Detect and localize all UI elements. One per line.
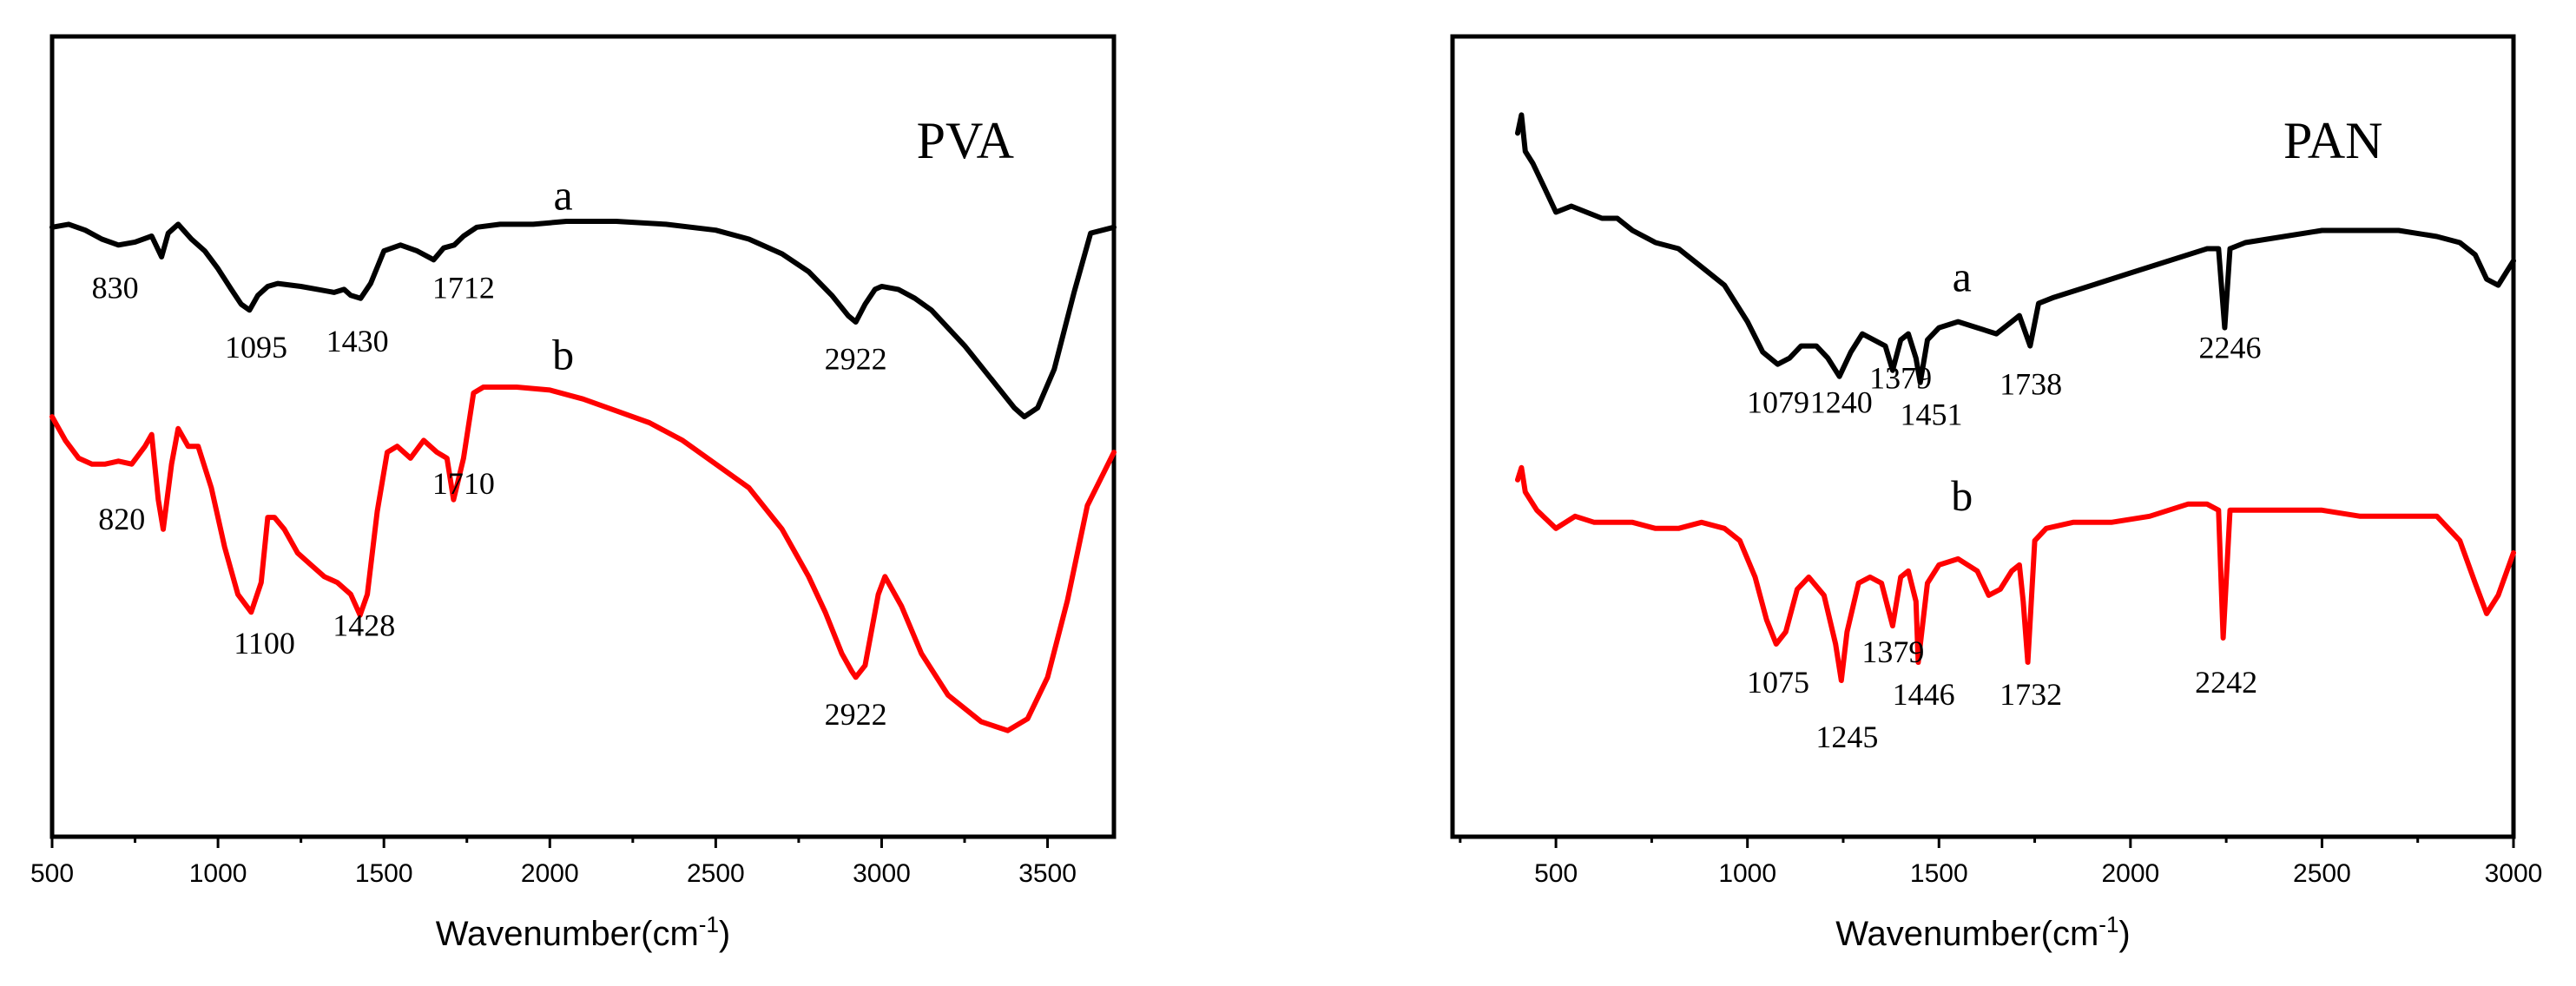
- series-b-line: [49, 385, 1117, 733]
- peak-label: 1240: [1810, 385, 1873, 420]
- x-tick-label: 1000: [189, 859, 247, 888]
- series-a-line: [1515, 112, 2516, 385]
- series-label: b: [1951, 471, 1973, 520]
- plot-frame: [1450, 34, 2516, 839]
- x-tick-label: 3000: [853, 859, 911, 888]
- series-label: b: [552, 331, 574, 379]
- x-tick-label: 500: [1534, 859, 1578, 888]
- peak-label: 1732: [2000, 677, 2062, 712]
- x-tick-label: 2500: [2293, 859, 2351, 888]
- peak-label: 1712: [432, 271, 495, 306]
- peak-label: 2246: [2199, 331, 2262, 365]
- x-axis-label: Wavenumber(cm-1): [436, 911, 730, 953]
- x-tick-label: 3000: [2485, 859, 2543, 888]
- peak-label: 1379: [1869, 361, 1932, 396]
- chart-1: 500 1000 1500 2000 2500 3000 3500 Wavenumber(cm…: [30, 34, 1117, 953]
- peak-label: 1075: [1747, 665, 1809, 700]
- peak-label: 1100: [234, 626, 295, 661]
- series-label: a: [1953, 253, 1972, 301]
- chart-2: 500 1000 1500 2000 2500 3000 Wavenumber(cm-1) P…: [1450, 34, 2543, 953]
- x-axis-label: Wavenumber(cm-1): [1835, 911, 2130, 953]
- series-label: a: [553, 170, 572, 219]
- x-tick-label: 1500: [1910, 859, 1968, 888]
- peak-label: 1738: [2000, 367, 2062, 402]
- x-tick-label: 3500: [1018, 859, 1077, 888]
- x-tick-label: 1500: [355, 859, 413, 888]
- series-b-line: [1515, 464, 2516, 683]
- x-tick-label: 500: [30, 859, 74, 888]
- peak-label: 2242: [2195, 665, 2257, 700]
- peak-label: 2922: [825, 697, 887, 732]
- x-tick-label: 2000: [2101, 859, 2159, 888]
- peak-label: 1430: [326, 324, 389, 358]
- peak-label: 820: [98, 502, 145, 536]
- peak-label: 1079: [1747, 385, 1809, 420]
- x-tick-label: 2000: [521, 859, 579, 888]
- peak-label: 1428: [333, 608, 395, 643]
- peak-label: 1379: [1861, 634, 1924, 669]
- x-tick-label: 2500: [687, 859, 745, 888]
- chart-title: PVA: [917, 112, 1014, 169]
- plot-frame: [49, 34, 1117, 839]
- peak-label: 1245: [1815, 720, 1878, 754]
- peak-label: 1446: [1893, 677, 1955, 712]
- peak-label: 2922: [825, 342, 887, 377]
- series-a-line: [49, 219, 1117, 420]
- chart-title: PAN: [2283, 112, 2383, 169]
- peak-label: 1095: [225, 330, 287, 365]
- peak-label: 1710: [432, 466, 495, 501]
- peak-label: 1451: [1900, 398, 1962, 432]
- x-tick-label: 1000: [1718, 859, 1776, 888]
- peak-label: 830: [92, 271, 139, 306]
